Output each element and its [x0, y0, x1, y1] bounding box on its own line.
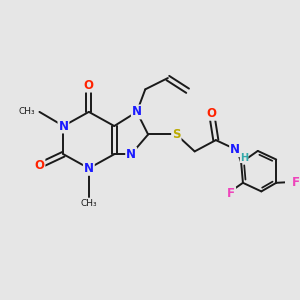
- Text: N: N: [126, 148, 136, 161]
- Text: N: N: [58, 119, 68, 133]
- Text: S: S: [172, 128, 181, 141]
- Text: N: N: [132, 105, 142, 119]
- Text: F: F: [292, 176, 300, 189]
- Text: N: N: [84, 162, 94, 175]
- Text: CH₃: CH₃: [19, 107, 35, 116]
- Text: O: O: [34, 159, 44, 172]
- Text: F: F: [227, 187, 235, 200]
- Text: CH₃: CH₃: [80, 200, 97, 208]
- Text: N: N: [230, 143, 240, 157]
- Text: H: H: [240, 153, 248, 163]
- Text: O: O: [84, 79, 94, 92]
- Text: O: O: [207, 107, 217, 120]
